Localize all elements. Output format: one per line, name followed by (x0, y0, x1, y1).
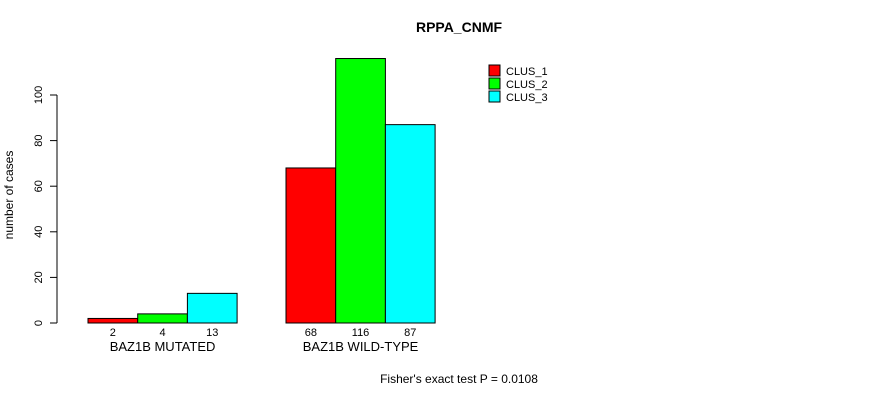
chart-title: RPPA_CNMF (416, 19, 503, 35)
legend-item: CLUS_3 (488, 90, 548, 104)
y-axis: 0 20 40 60 80 100 (33, 86, 58, 326)
legend-label-clus1: CLUS_1 (506, 66, 548, 78)
bar-clus_3-2 (384, 124, 436, 324)
legend-item: CLUS_1 (488, 64, 548, 78)
bar-value-label: 13 (206, 327, 218, 339)
bar-clus_2-1 (137, 313, 188, 324)
y-axis-title: number of cases (2, 151, 16, 240)
bar-value-label: 116 (352, 327, 370, 339)
bar-clus_2-2 (335, 58, 386, 324)
bar-value-label: 87 (404, 327, 416, 339)
legend-swatch-clus2 (488, 77, 501, 90)
bar-clus_3-1 (186, 292, 238, 324)
bar-clus_1-1 (87, 317, 139, 324)
legend: CLUS_1 CLUS_2 CLUS_3 (488, 64, 548, 104)
y-tick-label: 0 (33, 320, 45, 326)
y-tick-label: 20 (33, 271, 45, 283)
y-tick-label: 100 (33, 86, 45, 104)
legend-label-clus3: CLUS_3 (506, 92, 548, 104)
bar-value-label: 4 (159, 327, 165, 339)
footer-pvalue-text: Fisher's exact test P = 0.0108 (380, 372, 538, 386)
legend-swatch-clus1 (488, 64, 501, 77)
y-tick-label: 40 (33, 226, 45, 238)
legend-item: CLUS_2 (488, 77, 548, 91)
y-tick-label: 60 (33, 180, 45, 192)
y-tick-label: 80 (33, 134, 45, 146)
bar-clus_1-2 (285, 167, 337, 324)
category-label: BAZ1B MUTATED (110, 339, 216, 354)
bars (87, 58, 436, 324)
category-label: BAZ1B WILD-TYPE (303, 339, 419, 354)
bar-value-label: 2 (110, 327, 116, 339)
bar-value-label: 68 (305, 327, 317, 339)
legend-swatch-clus3 (488, 90, 501, 103)
legend-label-clus2: CLUS_2 (506, 79, 548, 91)
